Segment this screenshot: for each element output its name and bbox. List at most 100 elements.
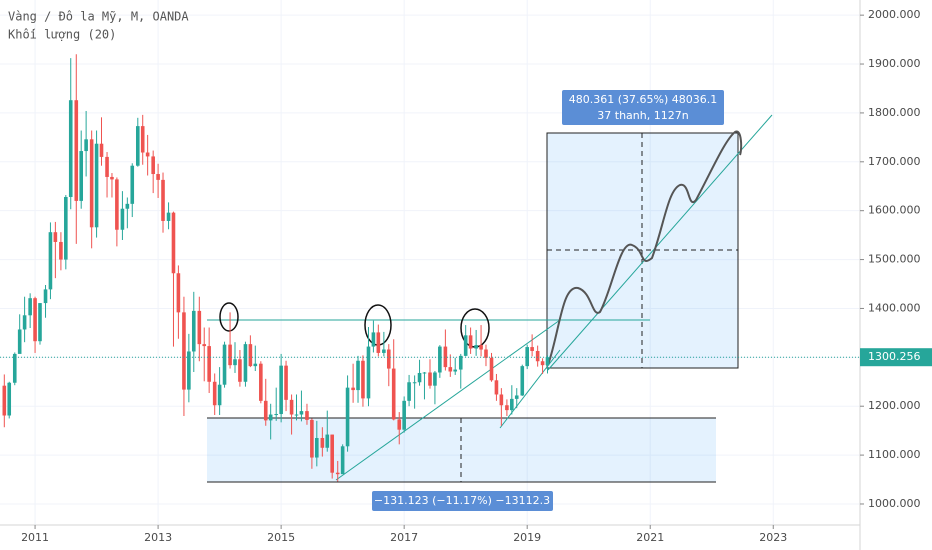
candle-body (391, 368, 396, 420)
candle-body (202, 344, 207, 347)
drawings (207, 114, 773, 483)
candle-body (525, 347, 529, 367)
candle-body (212, 381, 217, 406)
candle-body (494, 380, 499, 395)
trend-line (335, 319, 561, 481)
candle-body (171, 212, 176, 274)
candle-body (274, 414, 279, 416)
axes: 1000.0001100.0001200.0001300.0001400.000… (21, 8, 932, 544)
candle-body (520, 366, 525, 396)
candle-body (458, 355, 463, 370)
candle-body (7, 382, 12, 416)
circle-mark (219, 302, 239, 332)
candle-body (17, 329, 22, 354)
candle-body (397, 419, 402, 430)
candle-body (474, 345, 478, 349)
candle-body (89, 139, 94, 228)
candle-body (438, 346, 442, 373)
candle-body (545, 357, 550, 366)
candle-body (161, 179, 165, 221)
candle-body (176, 273, 181, 313)
measure-label: −131.123 (−11.17%) −13112.3 (374, 494, 550, 507)
candles (0, 54, 860, 482)
candle-body (433, 372, 437, 386)
candle-body (428, 372, 432, 386)
candle-body (191, 310, 196, 352)
x-tick-label: 2021 (636, 531, 664, 544)
candle-body (84, 139, 88, 152)
last-price-label: 1300.256 (868, 350, 921, 363)
candle-body (499, 394, 504, 406)
candle-body (299, 411, 304, 415)
x-tick-label: 2017 (390, 531, 418, 544)
candle-body (484, 349, 488, 358)
candle-body (151, 156, 155, 175)
candle-body (315, 437, 319, 458)
candle-body (156, 174, 160, 180)
candle-body (463, 335, 468, 356)
candle-body (279, 365, 283, 415)
candle-body (468, 335, 473, 349)
candle-body (402, 400, 406, 430)
x-tick-label: 2011 (21, 531, 49, 544)
measure-label-bg (562, 90, 724, 125)
candle-body (305, 411, 309, 420)
x-tick-label: 2023 (759, 531, 787, 544)
candle-body (22, 315, 27, 330)
y-tick-label: 1100.000 (868, 448, 921, 461)
candle-body (48, 232, 53, 290)
candle-body (540, 361, 545, 366)
candle-body (197, 310, 202, 345)
candle-body (135, 126, 140, 166)
y-tick-label: 1600.000 (868, 204, 921, 217)
candle-body (145, 152, 150, 157)
candle-body (53, 232, 58, 242)
candle-body (386, 349, 391, 369)
candle-body (99, 143, 104, 157)
candle-body (263, 400, 268, 421)
candle-body (12, 353, 17, 383)
candle-body (217, 384, 222, 406)
candle-body (284, 365, 288, 400)
candle-body (207, 346, 211, 382)
candle-body (366, 346, 371, 399)
candle-body (238, 359, 242, 382)
candle-body (376, 332, 381, 353)
candle-body (110, 176, 114, 180)
candle-body (33, 298, 37, 342)
candle-body (140, 126, 145, 153)
candle-body (505, 405, 509, 411)
candle-body (253, 363, 258, 367)
candle-body (289, 399, 294, 415)
candle-body (345, 387, 350, 447)
candle-body (130, 165, 135, 204)
candle-body (259, 363, 263, 401)
candle-body (412, 382, 417, 384)
y-tick-label: 2000.000 (868, 8, 921, 21)
candle-body (38, 303, 42, 342)
candle-body (182, 312, 186, 390)
candle-body (351, 387, 355, 391)
candle-body (330, 434, 334, 473)
candle-body (233, 359, 237, 366)
candle-body (320, 437, 325, 448)
candle-body (248, 344, 253, 367)
candle-body (28, 298, 32, 316)
candle-body (68, 100, 73, 197)
last-price-bg (860, 348, 932, 367)
trend-line (499, 349, 561, 429)
candle-body (2, 385, 7, 416)
x-tick-label: 2015 (267, 531, 295, 544)
y-tick-label: 1800.000 (868, 106, 921, 119)
candle-body (453, 369, 458, 372)
candle-body (187, 351, 191, 390)
candle-body (268, 414, 273, 421)
candle-body (479, 345, 483, 350)
candle-body (448, 367, 453, 372)
y-tick-label: 1500.000 (868, 253, 921, 266)
y-tick-label: 1000.000 (868, 497, 921, 510)
candle-body (361, 360, 365, 399)
candle-body (294, 414, 299, 416)
candle-body (222, 344, 227, 385)
